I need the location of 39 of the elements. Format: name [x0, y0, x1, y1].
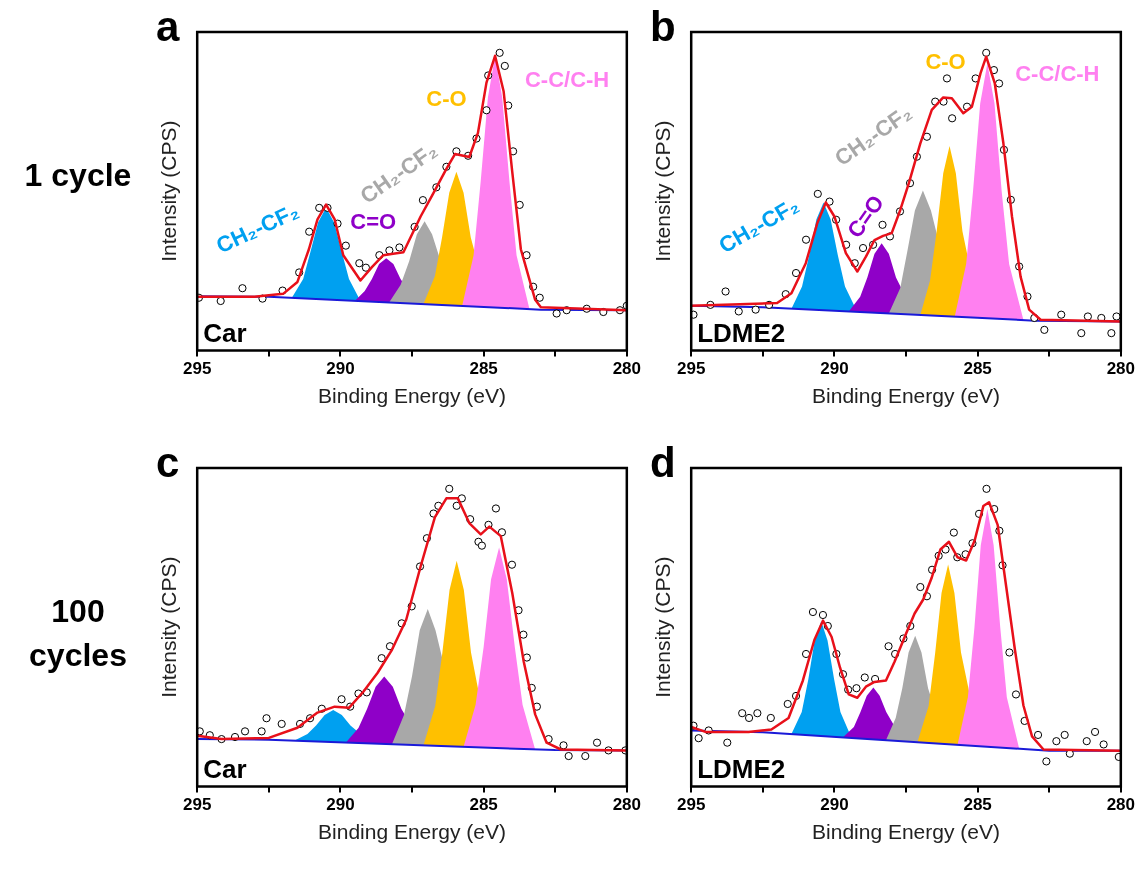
text: 1 cycle	[23, 156, 133, 195]
x-tick-label: 280	[612, 795, 642, 815]
x-tick-label: 285	[963, 359, 992, 379]
x-tick-label: 295	[677, 359, 706, 379]
chart-title: c	[156, 439, 180, 486]
x-tick-label: 285	[963, 795, 992, 815]
annotation: LDME2	[697, 318, 786, 349]
x-tick-label: 290	[326, 359, 355, 379]
y-axis-title: Intensity (CPS)	[157, 556, 181, 698]
x-axis-title: Binding Energy (eV)	[318, 384, 506, 408]
x-tick-label: 280	[612, 359, 642, 379]
chart-title: a	[156, 3, 180, 50]
x-tick-label: 280	[1106, 795, 1136, 815]
text: C-O	[925, 49, 966, 75]
x-tick-label: 290	[326, 795, 355, 815]
y-axis-title: Intensity (CPS)	[651, 556, 675, 698]
annotation: LDME2	[697, 754, 786, 785]
text: C-O	[426, 85, 467, 111]
x-tick-label: 285	[469, 795, 498, 815]
series-label: C-C/C-H	[524, 66, 610, 92]
x-axis-title: Binding Energy (eV)	[812, 384, 1000, 408]
x-tick-label: 290	[820, 795, 849, 815]
x-tick-label: 285	[469, 359, 498, 379]
x-tick-label: 290	[820, 359, 849, 379]
y-axis-title: Intensity (CPS)	[157, 120, 181, 262]
x-tick-label: 280	[1106, 359, 1136, 379]
x-axis-title: Binding Energy (eV)	[812, 820, 1000, 844]
y-axis-title: Intensity (CPS)	[651, 120, 675, 262]
chart-title: b	[650, 3, 676, 50]
text: 100 cycles	[28, 592, 128, 675]
x-tick-label: 295	[183, 795, 212, 815]
series-label: C-C/C-H	[1015, 61, 1100, 87]
annotation: Car	[203, 318, 247, 349]
x-axis-title: Binding Energy (eV)	[318, 820, 506, 844]
series-label: C=O	[350, 209, 397, 235]
annotation: Car	[203, 754, 247, 785]
chart-title: d	[650, 439, 676, 486]
x-tick-label: 295	[677, 795, 706, 815]
x-tick-label: 295	[183, 359, 212, 379]
